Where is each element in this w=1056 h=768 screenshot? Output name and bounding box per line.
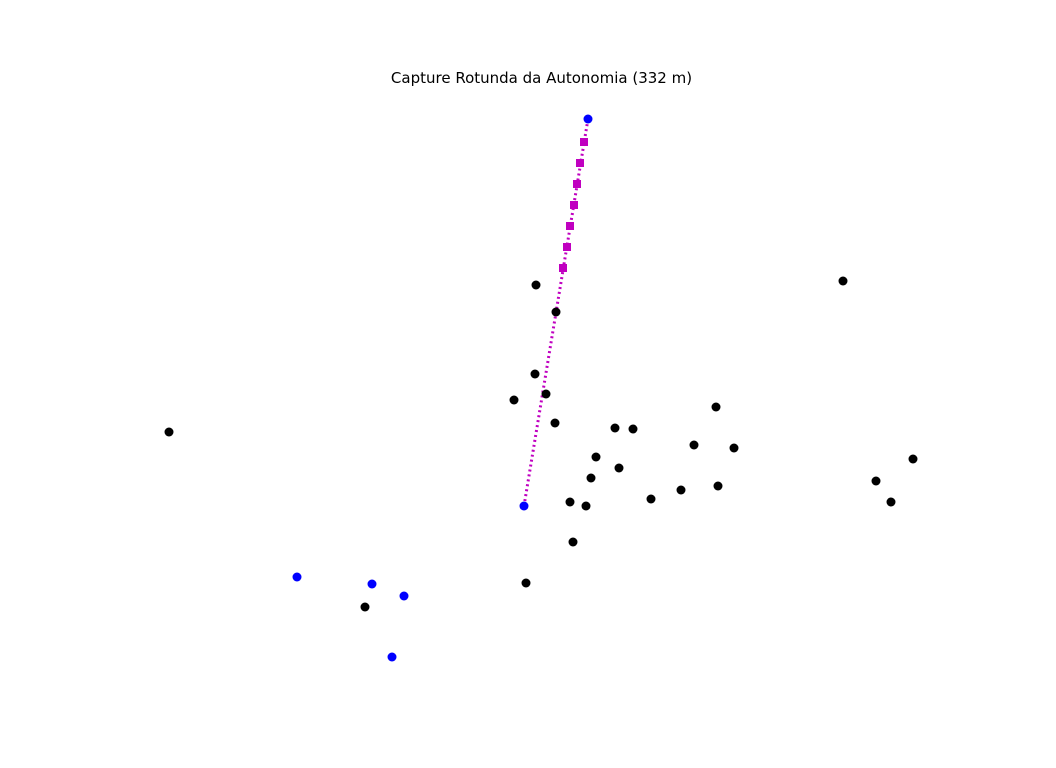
path-marker (576, 159, 584, 167)
path-marker (563, 243, 571, 251)
black-point (838, 276, 848, 286)
path-marker (580, 138, 588, 146)
black-point (550, 418, 560, 428)
black-point (530, 369, 540, 379)
black-point (871, 476, 881, 486)
black-point (521, 578, 531, 588)
black-point (568, 537, 578, 547)
black-point (509, 395, 519, 405)
black-point (628, 424, 638, 434)
black-point (164, 427, 174, 437)
path-marker (573, 180, 581, 188)
black-point (676, 485, 686, 495)
black-point (614, 463, 624, 473)
blue-point (292, 572, 302, 582)
black-point (565, 497, 575, 507)
blue-point (399, 591, 409, 601)
black-point (908, 454, 918, 464)
black-point (610, 423, 620, 433)
black-point (886, 497, 896, 507)
blue-point (519, 501, 529, 511)
black-point (729, 443, 739, 453)
blue-point (387, 652, 397, 662)
path-marker (559, 264, 567, 272)
black-point (360, 602, 370, 612)
black-point (541, 389, 551, 399)
black-point (581, 501, 591, 511)
path-marker (566, 222, 574, 230)
black-point (689, 440, 699, 450)
black-point (646, 494, 656, 504)
black-point (531, 280, 541, 290)
blue-point (367, 579, 377, 589)
path-marker (570, 201, 578, 209)
black-point (713, 481, 723, 491)
black-point (591, 452, 601, 462)
blue-points-layer (292, 114, 593, 662)
black-point (586, 473, 596, 483)
blue-point (583, 114, 593, 124)
black-points-layer (164, 276, 918, 612)
chart-title: Capture Rotunda da Autonomia (332 m) (390, 69, 693, 87)
black-point (711, 402, 721, 412)
black-point (551, 307, 561, 317)
